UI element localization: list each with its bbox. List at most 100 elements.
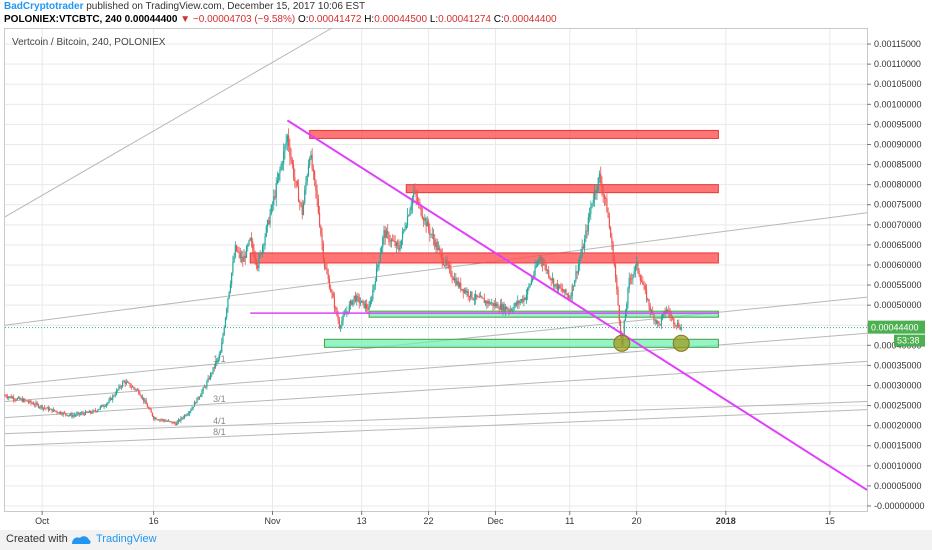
close-value: 0.00044400 <box>503 14 557 25</box>
candle-body <box>409 209 411 216</box>
low-label: L: <box>429 14 439 25</box>
candle-body <box>264 236 266 245</box>
open-label: O: <box>298 14 309 25</box>
candle-body <box>410 205 412 210</box>
candle-body <box>481 296 483 298</box>
candle-body <box>171 421 173 424</box>
candle-body <box>172 422 175 424</box>
chart-area[interactable] <box>4 28 868 512</box>
candle-body <box>103 406 105 408</box>
candle-body <box>157 419 160 421</box>
y-tick-label: 0.00115000 <box>874 39 921 49</box>
candle-body <box>645 289 648 300</box>
candle-body <box>613 259 615 266</box>
candle-body <box>503 304 505 311</box>
candle-body <box>401 231 404 240</box>
candle-body <box>325 267 327 269</box>
candle-body <box>322 243 324 259</box>
candle-body <box>529 284 531 286</box>
candle-body <box>571 285 573 297</box>
y-tick-label: -0.00000000 <box>874 501 925 511</box>
candle-body <box>213 367 215 369</box>
candle-body <box>16 398 18 400</box>
candle-body <box>508 309 510 311</box>
candle-body <box>203 386 205 388</box>
candle-body <box>548 270 550 277</box>
candle-body <box>281 163 284 165</box>
candle-body <box>91 412 93 414</box>
candle-body <box>657 321 659 324</box>
candle-body <box>174 422 176 424</box>
candle-body <box>195 402 197 404</box>
candle-body <box>269 213 271 225</box>
price-chart-svg[interactable]: 1/13/14/18/1 Vertcoin / Bitcoin, 240, PO… <box>0 0 932 530</box>
candle-body <box>31 402 33 404</box>
candle-body <box>476 294 478 298</box>
candle-body <box>574 280 576 287</box>
candle-body <box>302 202 305 215</box>
candle-body <box>441 253 443 263</box>
candle-body <box>541 261 544 265</box>
candle-body <box>24 399 26 401</box>
candle-body <box>108 400 110 403</box>
candle-body <box>170 421 172 423</box>
candle-body <box>647 299 649 301</box>
candle-body <box>628 278 630 289</box>
candle-body <box>70 413 72 416</box>
candle-body <box>314 170 316 180</box>
candle-body <box>593 190 596 201</box>
candle-body <box>192 406 194 408</box>
candle-body <box>161 419 163 421</box>
candle-body <box>268 220 270 225</box>
candle-body <box>237 251 239 252</box>
candle-body <box>644 285 646 290</box>
candle-body <box>471 291 473 299</box>
candle-body <box>259 252 261 257</box>
candle-body <box>262 245 264 254</box>
candle-body <box>439 247 441 251</box>
candle-body <box>550 278 552 281</box>
candle-body <box>532 278 534 281</box>
candle-body <box>176 421 178 426</box>
candle-body <box>278 173 280 180</box>
candle-body <box>668 310 670 314</box>
tradingview-link[interactable]: TradingView <box>96 533 157 545</box>
candle-body <box>384 229 386 238</box>
candle-body <box>196 397 198 404</box>
support-zone <box>368 310 719 318</box>
candle-body <box>242 256 244 262</box>
candle-body <box>150 409 152 413</box>
candle-body <box>164 420 166 422</box>
candle-body <box>517 300 519 305</box>
candle-body <box>564 289 566 293</box>
time-axis[interactable]: Oct 16 Nov 13 22 Dec 11 20 2018 15 <box>35 511 835 526</box>
candle-body <box>461 288 463 290</box>
candle-body <box>45 407 47 409</box>
candle-body <box>9 396 11 398</box>
y-tick-label: 0.00075000 <box>874 200 922 210</box>
candle-body <box>18 397 20 399</box>
candle-body <box>129 383 131 387</box>
candle-body <box>575 271 577 281</box>
last-price-tag <box>868 320 925 334</box>
candle-body <box>22 399 25 402</box>
price-change: −0.00004703 (−9.58%) <box>192 14 296 25</box>
y-tick-label: 0.00070000 <box>874 220 922 230</box>
candle-body <box>424 218 426 221</box>
candle-body <box>408 215 410 217</box>
author-link[interactable]: BadCryptotrader <box>4 1 84 12</box>
candle-body <box>477 296 479 298</box>
candle-body <box>274 196 276 198</box>
candle-body <box>555 283 557 285</box>
candle-body <box>608 217 610 228</box>
candle-body <box>284 145 286 151</box>
candle-body <box>144 400 146 402</box>
price-axis[interactable]: 0.00115000 0.00110000 0.00105000 0.00100000… <box>867 39 925 511</box>
y-tick-label: 0.00035000 <box>874 360 922 370</box>
x-tick-label: Dec <box>487 516 504 526</box>
countdown-tag-label: 53:38 <box>897 336 920 346</box>
candle-body <box>136 389 139 391</box>
candle-body <box>494 303 497 307</box>
candle-body <box>206 381 208 388</box>
candle-body <box>209 373 212 379</box>
